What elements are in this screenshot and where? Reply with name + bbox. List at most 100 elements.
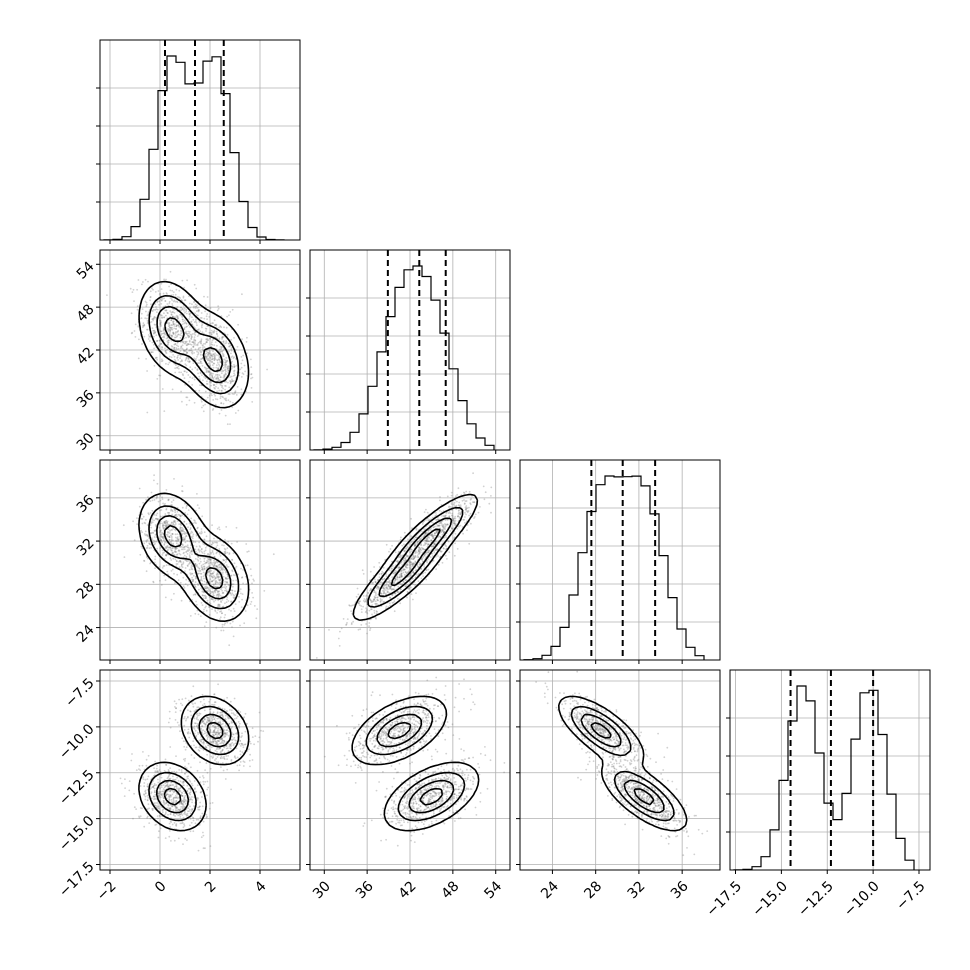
sample-point	[366, 608, 368, 611]
sample-point	[405, 547, 408, 550]
sample-point	[164, 350, 167, 352]
sample-point	[230, 356, 233, 359]
sample-point	[202, 591, 205, 594]
sample-point	[432, 559, 435, 562]
sample-point	[405, 572, 408, 575]
sample-point	[438, 524, 441, 527]
sample-point	[206, 572, 209, 574]
sample-point	[427, 543, 430, 546]
sample-point	[157, 781, 160, 784]
sample-point	[443, 527, 446, 530]
sample-point	[400, 555, 403, 558]
sample-point	[147, 280, 149, 283]
sample-point	[224, 622, 227, 625]
sample-point	[241, 593, 244, 595]
sample-point	[214, 580, 217, 583]
sample-point	[385, 607, 387, 610]
sample-point	[170, 334, 173, 337]
sample-point	[147, 534, 150, 537]
sample-point	[189, 817, 192, 820]
sample-point	[201, 590, 204, 593]
sample-point	[362, 573, 365, 575]
sample-point	[440, 530, 443, 533]
sample-point	[218, 593, 221, 596]
sample-point	[179, 514, 182, 517]
sample-point	[184, 299, 187, 302]
sample-point	[185, 535, 188, 537]
sample-point	[162, 524, 164, 526]
sample-point	[209, 558, 212, 561]
sample-point	[213, 594, 215, 597]
sample-point	[445, 545, 448, 548]
sample-point	[427, 544, 429, 546]
sample-point	[156, 356, 158, 359]
sample-point	[190, 566, 193, 568]
sample-point	[211, 802, 214, 804]
sample-point	[463, 502, 466, 505]
sample-point	[177, 513, 180, 516]
sample-point	[211, 541, 214, 544]
sample-point	[161, 567, 164, 569]
sample-point	[157, 518, 159, 520]
sample-point	[154, 534, 157, 536]
sample-point	[437, 518, 439, 521]
sample-point	[219, 361, 222, 364]
sample-point	[168, 532, 171, 534]
sample-point	[226, 367, 229, 370]
sample-point	[182, 552, 185, 555]
sample-point	[227, 366, 229, 369]
sample-point	[440, 529, 443, 532]
sample-point	[224, 365, 227, 368]
sample-point	[423, 565, 426, 567]
sample-point	[145, 547, 148, 549]
sample-point	[145, 498, 148, 501]
sample-point	[230, 347, 233, 349]
sample-point	[389, 586, 392, 589]
sample-point	[352, 620, 355, 623]
sample-point	[170, 529, 173, 531]
sample-point	[465, 513, 467, 516]
sample-point	[136, 523, 139, 525]
sample-point	[151, 499, 154, 502]
sample-point	[410, 558, 413, 560]
sample-point	[226, 590, 228, 593]
sample-point	[360, 611, 363, 613]
sample-point	[231, 626, 233, 629]
sample-point	[212, 565, 215, 567]
sample-point	[203, 625, 206, 628]
sample-point	[216, 390, 219, 393]
sample-point	[425, 539, 427, 542]
sample-point	[191, 784, 194, 787]
sample-point	[227, 600, 230, 602]
sample-point	[402, 581, 405, 583]
sample-point	[166, 340, 169, 343]
sample-point	[182, 320, 185, 323]
sample-point	[170, 570, 173, 572]
sample-point	[425, 533, 428, 535]
sample-point	[161, 316, 163, 319]
sample-point	[180, 390, 183, 393]
sample-point	[228, 644, 231, 647]
sample-point	[153, 767, 156, 770]
sample-point	[228, 345, 231, 348]
sample-point	[222, 568, 225, 570]
sample-point	[167, 329, 170, 331]
sample-point	[417, 580, 420, 583]
sample-point	[123, 795, 126, 797]
sample-point	[183, 784, 185, 787]
sample-point	[200, 548, 203, 551]
sample-point	[186, 344, 189, 346]
sample-point	[411, 565, 414, 567]
sample-point	[169, 784, 172, 787]
sample-point	[393, 571, 396, 573]
sample-point	[158, 526, 161, 529]
sample-point	[245, 583, 248, 585]
sample-point	[138, 764, 141, 767]
sample-point	[377, 599, 379, 602]
sample-point	[161, 346, 163, 348]
sample-point	[399, 576, 401, 579]
sample-point	[152, 581, 155, 584]
sample-point	[403, 568, 405, 571]
sample-point	[146, 322, 149, 324]
